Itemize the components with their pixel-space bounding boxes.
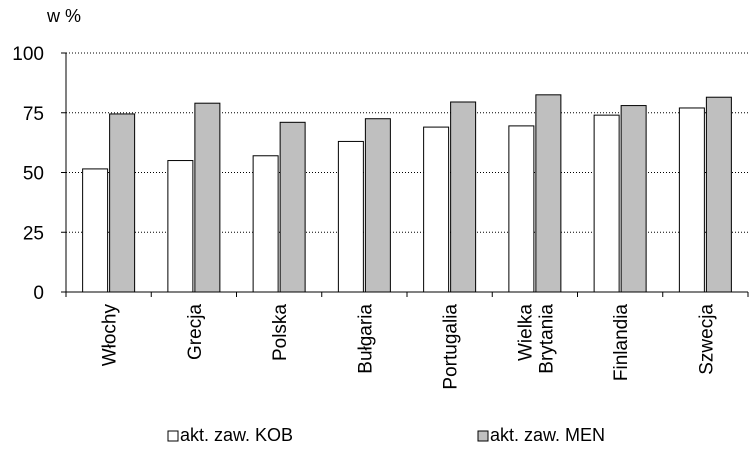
- y-tick-label: 25: [23, 223, 44, 244]
- x-tick-label: Włochy: [100, 304, 121, 367]
- legend-swatch: [477, 430, 489, 442]
- bar-men: [364, 118, 391, 293]
- bar-kob: [508, 125, 535, 293]
- bar-men: [705, 96, 732, 293]
- x-tick-label: Wielka: [515, 304, 536, 361]
- x-tick-label: Szwecja: [696, 304, 717, 375]
- x-tick-label: Grecja: [185, 304, 206, 360]
- x-tick-label: Finlandia: [611, 304, 632, 382]
- bar-kob: [167, 160, 194, 293]
- legend-label: akt. zaw. KOB: [180, 425, 293, 445]
- bar-men: [535, 94, 562, 293]
- y-tick-label: 75: [23, 104, 44, 125]
- bar-kob: [678, 107, 705, 293]
- bar-kob: [593, 114, 620, 293]
- bar-kob: [82, 168, 109, 293]
- bar-men: [109, 113, 136, 293]
- x-tick-label: Polska: [270, 304, 291, 361]
- y-tick-label: 100: [12, 44, 44, 65]
- legend-swatch: [167, 430, 179, 442]
- bar-men: [279, 121, 306, 293]
- y-tick-label: 50: [23, 164, 44, 185]
- x-tick-label: Bułgaria: [355, 304, 376, 374]
- bar-men: [194, 102, 221, 293]
- bar-men: [450, 101, 477, 293]
- bar-kob: [337, 140, 364, 293]
- x-tick-label: Brytania: [536, 304, 557, 374]
- y-tick-label: 0: [33, 283, 44, 304]
- y-axis-label: w %: [46, 6, 81, 26]
- x-tick-label: Portugalia: [441, 304, 462, 390]
- legend-label: akt. zaw. MEN: [490, 425, 605, 445]
- bar-kob: [423, 126, 450, 293]
- bar-men: [620, 105, 647, 293]
- bar-kob: [252, 155, 279, 293]
